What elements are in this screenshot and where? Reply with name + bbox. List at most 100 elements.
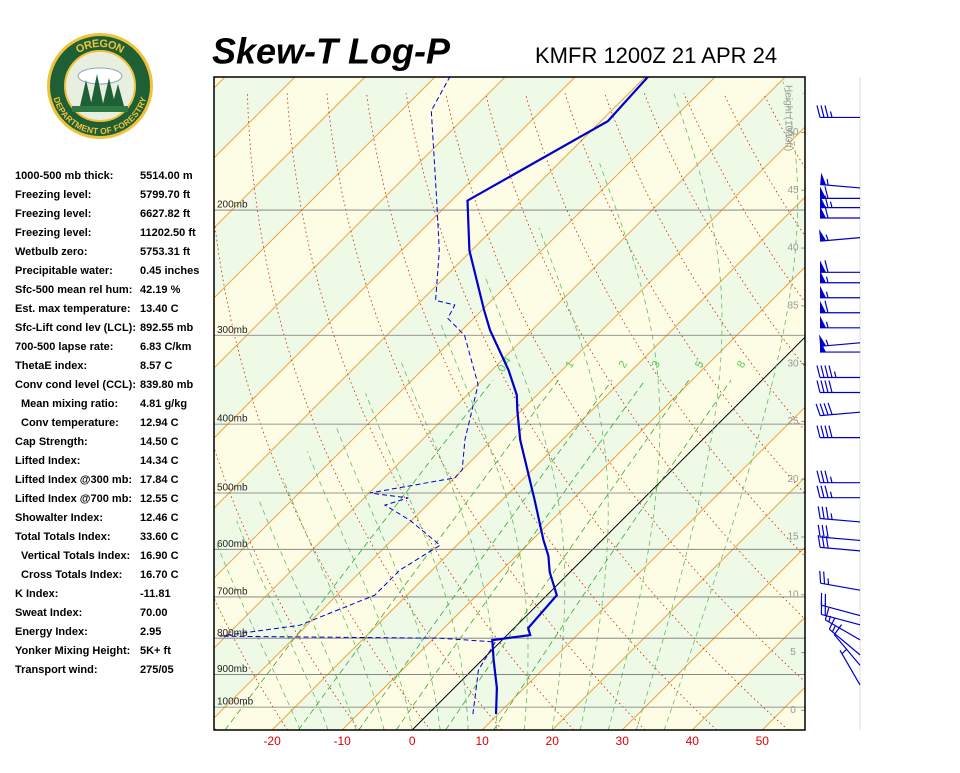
stat-label: Cap Strength: bbox=[15, 436, 88, 448]
stat-value: 2.95 bbox=[140, 626, 161, 638]
stat-label: Freezing level: bbox=[15, 189, 91, 201]
barb-shaft bbox=[817, 471, 860, 483]
wind-barb bbox=[817, 365, 860, 377]
y-tick-label: 400mb bbox=[217, 414, 248, 425]
y-tick-label: 800mb bbox=[217, 628, 248, 639]
height-tick-label: 5 bbox=[790, 647, 796, 658]
barb-shaft bbox=[817, 365, 860, 377]
barb-shaft bbox=[816, 403, 860, 416]
barb-pennant bbox=[819, 229, 826, 241]
stat-label: Freezing level: bbox=[15, 208, 91, 220]
stat-label: Wetbulb zero: bbox=[15, 246, 88, 258]
barb-shaft bbox=[820, 322, 860, 328]
stat-label: Conv cond level (CCL): bbox=[15, 379, 136, 391]
stat-value: 12.55 C bbox=[140, 493, 179, 505]
barb-shaft bbox=[820, 571, 860, 590]
stat-label: Cross Totals Index: bbox=[21, 569, 122, 581]
stat-label: Freezing level: bbox=[15, 227, 91, 239]
barb-shaft bbox=[818, 506, 860, 522]
stat-value: 275/05 bbox=[140, 664, 174, 676]
stat-label: 1000-500 mb thick: bbox=[15, 170, 113, 182]
dry-adiabat bbox=[922, 93, 960, 730]
wind-barb bbox=[817, 471, 860, 483]
wind-barb bbox=[820, 173, 860, 188]
barb-shaft bbox=[840, 649, 860, 684]
height-tick-label: 35 bbox=[787, 300, 799, 311]
barb-shaft bbox=[820, 292, 860, 298]
barb-shaft bbox=[820, 301, 860, 313]
stat-value: 6627.82 ft bbox=[140, 208, 190, 220]
stat-label: ThetaE index: bbox=[15, 360, 87, 372]
stat-label: Sfc-Lift cond lev (LCL): bbox=[15, 322, 136, 334]
chart-subtitle: KMFR 1200Z 21 APR 24 bbox=[535, 43, 777, 68]
barb-shaft bbox=[820, 277, 860, 283]
stat-value: 12.46 C bbox=[140, 512, 179, 524]
stat-label: K Index: bbox=[15, 588, 58, 600]
stat-label: Total Totals Index: bbox=[15, 531, 111, 543]
stat-value: 42.19 % bbox=[140, 284, 181, 296]
stat-label: Est. max temperature: bbox=[15, 303, 131, 315]
wind-barb bbox=[834, 625, 860, 666]
stat-label: Mean mixing ratio: bbox=[21, 398, 118, 410]
y-tick-label: 600mb bbox=[217, 539, 248, 550]
x-tick-label: 30 bbox=[616, 734, 630, 748]
y-tick-label: 200mb bbox=[217, 200, 248, 211]
barb-shaft bbox=[817, 381, 860, 393]
y-tick-label: 700mb bbox=[217, 587, 248, 598]
barb-shaft bbox=[820, 260, 860, 272]
stat-label: 700-500 lapse rate: bbox=[15, 341, 113, 353]
logo-ground bbox=[72, 106, 128, 112]
stat-value: 8.57 C bbox=[140, 360, 172, 372]
wind-barb bbox=[817, 426, 860, 438]
logo-mountain bbox=[78, 68, 122, 84]
stat-label: Energy Index: bbox=[15, 626, 88, 638]
height-tick-label: 45 bbox=[787, 185, 799, 196]
stat-value: 5753.31 ft bbox=[140, 246, 190, 258]
stat-value: 12.94 C bbox=[140, 417, 179, 429]
stat-value: 13.40 C bbox=[140, 303, 179, 315]
wind-barb bbox=[820, 286, 860, 298]
x-tick-label: 50 bbox=[756, 734, 770, 748]
wind-barb bbox=[820, 571, 860, 590]
x-tick-label: 0 bbox=[409, 734, 416, 748]
stat-value: 0.45 inches bbox=[140, 265, 199, 277]
stat-value: 892.55 mb bbox=[140, 322, 193, 334]
stat-value: 11202.50 ft bbox=[140, 227, 196, 239]
stat-label: Yonker Mixing Height: bbox=[15, 645, 130, 657]
stat-value: 70.00 bbox=[140, 607, 168, 619]
y-tick-label: 900mb bbox=[217, 664, 248, 675]
x-tick-label: 20 bbox=[546, 734, 560, 748]
x-tick-label: -20 bbox=[263, 734, 281, 748]
stat-label: Lifted Index @300 mb: bbox=[15, 474, 132, 486]
height-tick-label: 15 bbox=[787, 532, 799, 543]
x-tick-label: 10 bbox=[476, 734, 490, 748]
stat-label: Sweat Index: bbox=[15, 607, 82, 619]
stat-label: Conv temperature: bbox=[21, 417, 119, 429]
stat-value: 5799.70 ft bbox=[140, 189, 190, 201]
barb-shaft bbox=[820, 196, 860, 208]
stat-label: Precipitable water: bbox=[15, 265, 113, 277]
stat-value: 4.81 g/kg bbox=[140, 398, 187, 410]
barb-shaft bbox=[820, 186, 860, 198]
stat-value: 33.60 C bbox=[140, 531, 179, 543]
wind-barb bbox=[817, 105, 860, 117]
stat-value: 16.90 C bbox=[140, 550, 179, 562]
height-tick-label: 25 bbox=[787, 416, 799, 427]
wind-barb bbox=[840, 649, 860, 684]
wind-barb bbox=[817, 486, 860, 498]
height-tick-label: 40 bbox=[787, 243, 799, 254]
stat-label: Lifted Index @700 mb: bbox=[15, 493, 132, 505]
height-axis-label: Height (1000ft) bbox=[782, 85, 793, 151]
barb-pennant bbox=[820, 316, 826, 328]
stat-value: 14.50 C bbox=[140, 436, 179, 448]
wind-barb bbox=[820, 186, 860, 198]
height-tick-label: 0 bbox=[790, 705, 796, 716]
barb-shaft bbox=[817, 426, 860, 438]
y-tick-label: 500mb bbox=[217, 483, 248, 494]
logo: OREGON DEPARTMENT OF FORESTRY bbox=[47, 33, 153, 139]
height-tick-label: 10 bbox=[787, 589, 799, 600]
stat-value: 5514.00 m bbox=[140, 170, 193, 182]
x-tick-label: 40 bbox=[686, 734, 700, 748]
stat-label: Vertical Totals Index: bbox=[21, 550, 130, 562]
stat-label: Sfc-500 mean rel hum: bbox=[15, 284, 132, 296]
